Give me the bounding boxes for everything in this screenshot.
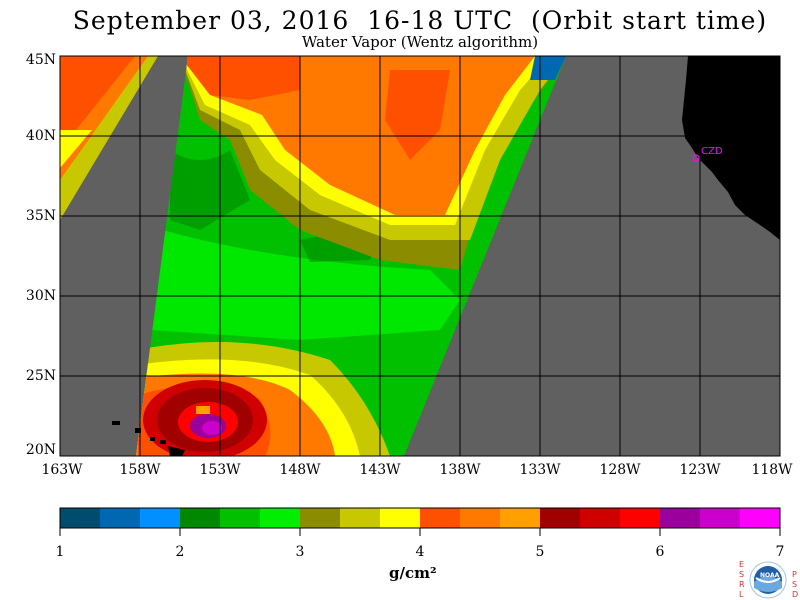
logo-center-text: NOAA [760, 572, 780, 579]
logo-letter-d: D [792, 590, 799, 599]
lon-label-143w: 143W [359, 462, 401, 478]
lat-label-35n: 35N [25, 208, 56, 224]
hawaii-islands [112, 421, 185, 456]
land-mass [682, 56, 780, 240]
logo-letter-e: E [739, 560, 745, 569]
colorbar-tick-3: 3 [295, 544, 305, 560]
colorbar-swatch [620, 508, 661, 528]
colorbar-unit-label: g/cm² [389, 564, 437, 582]
colorbar-swatch [100, 508, 141, 528]
colorbar-tick-5: 5 [535, 544, 545, 560]
lat-label-25n: 25N [25, 368, 56, 384]
map-grid [60, 56, 780, 456]
lon-label-138w: 138W [439, 462, 481, 478]
lat-label-45n: 45N [25, 52, 56, 68]
colorbar-swatch [460, 508, 501, 528]
colorbar-swatch [60, 508, 101, 528]
map-subtitle: Water Vapor (Wentz algorithm) [301, 33, 539, 51]
noaa-logo: NOAA E S R L P S D [736, 556, 800, 600]
lon-label-158w: 158W [119, 462, 161, 478]
lat-label-30n: 30N [25, 288, 56, 304]
colorbar-tick-1: 1 [55, 544, 65, 560]
colorbar-tick-7: 7 [775, 544, 785, 560]
colorbar-swatch [220, 508, 261, 528]
colorbar-swatch [580, 508, 621, 528]
logo-letter-p: P [792, 570, 797, 579]
colorbar-swatch [740, 508, 781, 528]
lon-label-118w: 118W [751, 462, 793, 478]
colorbar-swatch [660, 508, 701, 528]
colorbar-tick-2: 2 [175, 544, 185, 560]
station-marker [692, 154, 700, 162]
logo-letter-s2: S [792, 580, 798, 589]
colorbar-swatch [140, 508, 181, 528]
logo-letter-l: L [739, 590, 744, 599]
colorbar-swatch [500, 508, 541, 528]
lat-label-40n: 40N [25, 128, 56, 144]
lon-label-123w: 123W [679, 462, 721, 478]
lon-label-128w: 128W [599, 462, 641, 478]
logo-letter-r: R [739, 580, 745, 589]
colorbar-swatch [300, 508, 341, 528]
logo-letter-s: S [739, 570, 745, 579]
colorbar-swatch [260, 508, 301, 528]
lon-label-153w: 153W [199, 462, 241, 478]
west-swath [60, 56, 158, 220]
map-frame [59, 55, 781, 457]
station-label: CZD [701, 146, 723, 157]
lon-label-148w: 148W [279, 462, 321, 478]
colorbar-swatch [340, 508, 381, 528]
lon-label-133w: 133W [519, 462, 561, 478]
colorbar-swatch [540, 508, 581, 528]
lon-label-163w: 163W [41, 462, 83, 478]
colorbar-tick-4: 4 [415, 544, 425, 560]
colorbar-swatch [700, 508, 741, 528]
colorbar-swatch [180, 508, 221, 528]
colorbar-swatch [380, 508, 421, 528]
map-title: September 03, 2016 16-18 UTC (Orbit star… [72, 6, 768, 35]
colorbar-tick-6: 6 [655, 544, 665, 560]
lat-label-20n: 20N [25, 442, 56, 458]
colorbar-swatch [420, 508, 461, 528]
